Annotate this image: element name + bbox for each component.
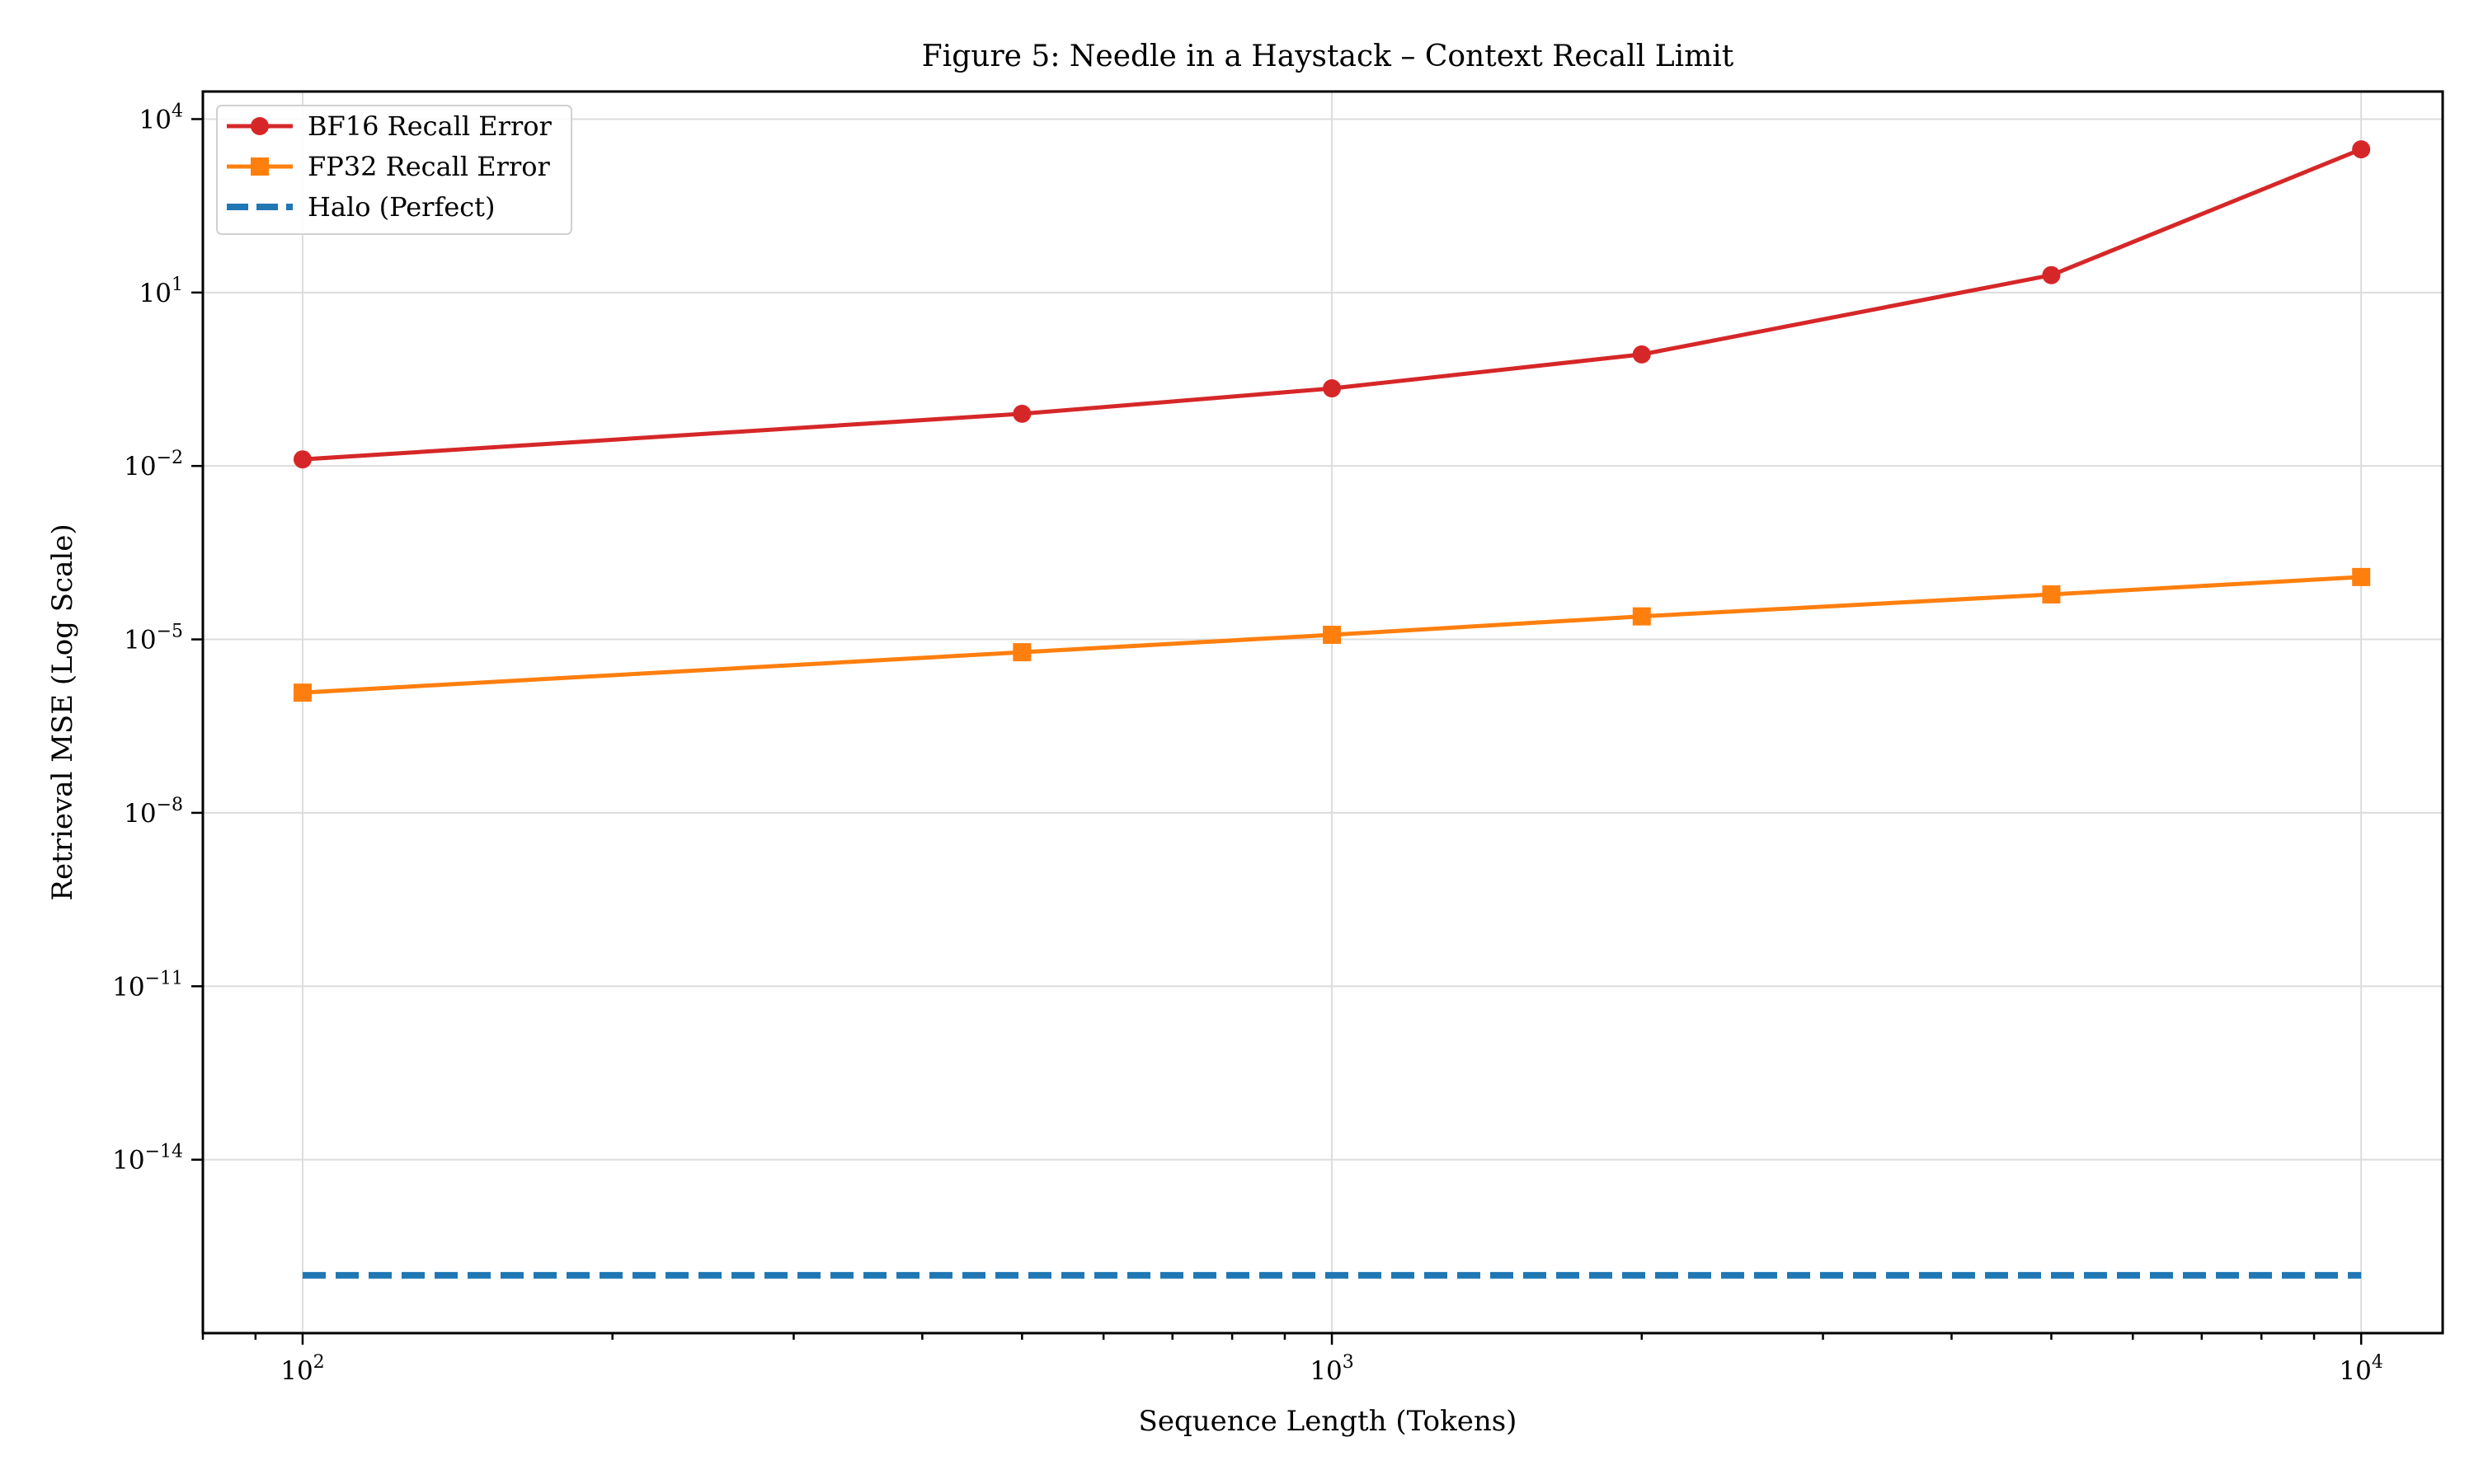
- data-point: [293, 450, 312, 469]
- legend-label: FP32 Recall Error: [308, 151, 551, 182]
- y-tick-label: 10−11: [112, 968, 183, 1002]
- series-2: [293, 567, 2371, 702]
- y-tick-label: 10−8: [124, 795, 183, 829]
- plot-series: [293, 140, 2371, 1279]
- legend-marker: [251, 117, 269, 135]
- legend-marker: [251, 157, 269, 176]
- x-axis-label: Sequence Length (Tokens): [1139, 1405, 1517, 1438]
- x-tick-label: 102: [280, 1352, 324, 1386]
- legend: BF16 Recall Error FP32 Recall Error Halo (…: [216, 105, 572, 235]
- legend-item: FP32 Recall Error: [227, 151, 551, 182]
- y-tick-label: 10−14: [112, 1142, 183, 1176]
- legend-item: BF16 Recall Error: [227, 110, 553, 142]
- axis-ticks: 102 103 104 104 101 10−2 10−5 10−8 10−11 10−14: [112, 101, 2383, 1386]
- legend-box: [216, 105, 572, 235]
- data-point: [293, 683, 312, 702]
- x-tick-label: 104: [2339, 1352, 2382, 1386]
- series-1: [293, 140, 2371, 469]
- data-point: [1323, 379, 1342, 398]
- legend-label: BF16 Recall Error: [308, 110, 553, 142]
- grid: [203, 92, 2443, 1333]
- legend-item: Halo (Perfect): [227, 191, 496, 223]
- data-point: [1323, 625, 1342, 644]
- data-point: [1013, 404, 1032, 423]
- data-point: [2042, 265, 2061, 284]
- plot-frame: [201, 90, 2444, 1335]
- data-point: [2042, 585, 2061, 603]
- data-point: [1013, 643, 1032, 662]
- data-point: [2352, 567, 2371, 586]
- x-tick-label: 103: [1310, 1352, 1353, 1386]
- series-line: [302, 147, 2363, 462]
- y-axis-label: Retrieval MSE (Log Scale): [46, 524, 79, 900]
- data-point: [1632, 345, 1651, 364]
- legend-label: Halo (Perfect): [308, 191, 496, 223]
- chart-title: Figure 5: Needle in a Haystack – Context…: [922, 40, 1734, 73]
- series-line: [302, 575, 2362, 695]
- data-point: [2352, 140, 2371, 159]
- y-tick-label: 10−5: [124, 622, 183, 655]
- data-point: [1632, 607, 1651, 626]
- y-tick-label: 10−2: [124, 448, 183, 481]
- y-tick-label: 104: [139, 101, 183, 134]
- y-tick-label: 101: [139, 275, 183, 308]
